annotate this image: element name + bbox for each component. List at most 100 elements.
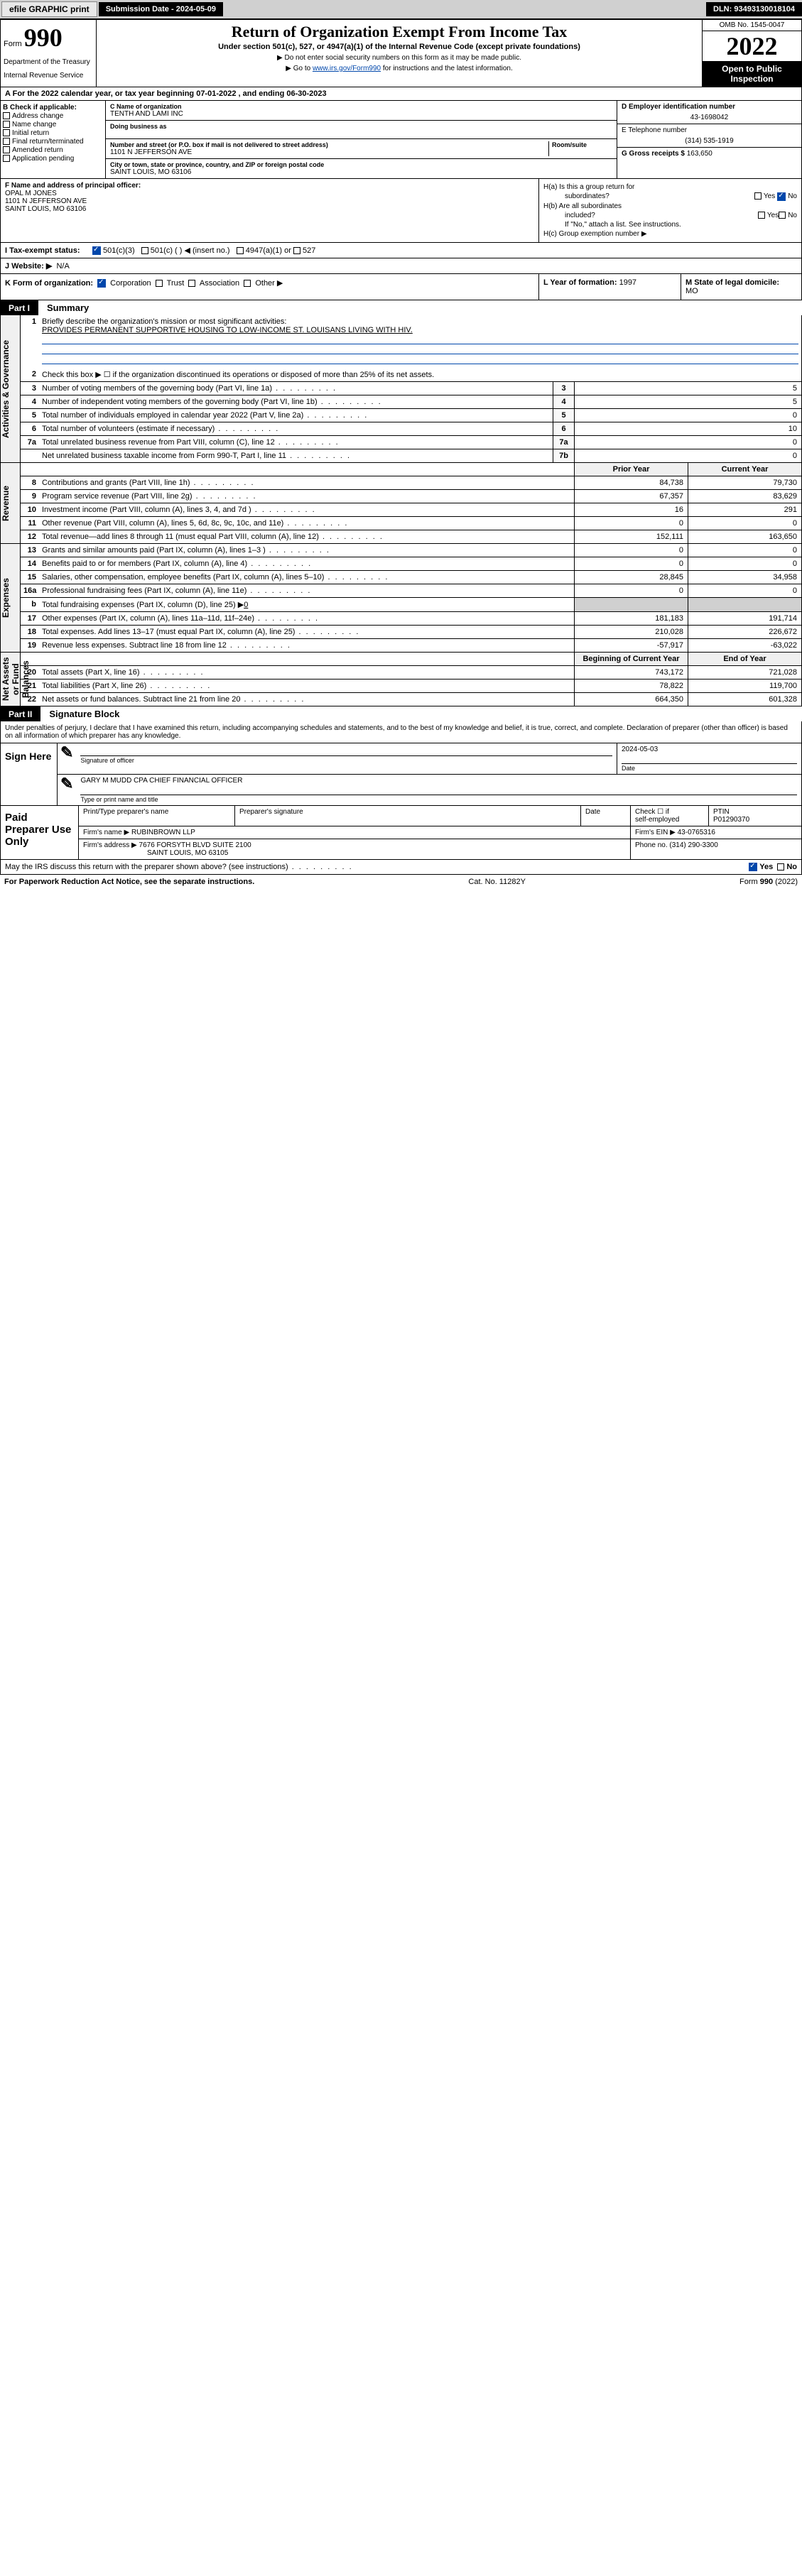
501c3-checked <box>92 246 101 255</box>
chk-address-change[interactable]: Address change <box>3 112 103 120</box>
officer-name: GARY M MUDD CPA CHIEF FINANCIAL OFFICER <box>80 777 797 785</box>
org-name-row: C Name of organization TENTH AND LAMI IN… <box>106 101 617 121</box>
pen-icon: ✎ <box>58 743 76 774</box>
phone-value: (314) 535-1919 <box>622 137 797 145</box>
phone-row: E Telephone number (314) 535-1919 <box>617 124 801 148</box>
form-word: Form <box>4 40 22 48</box>
tax-year: 2022 <box>703 31 801 61</box>
form-subtitle-1: Under section 501(c), 527, or 4947(a)(1)… <box>99 43 699 51</box>
gross-receipts-value: 163,650 <box>687 150 712 158</box>
summary-line-9: 9Program service revenue (Part VIII, lin… <box>21 490 801 503</box>
tab-net-assets: Net Assets or Fund Balances <box>1 653 31 706</box>
org-name: TENTH AND LAMI INC <box>110 110 612 118</box>
summary-line-17: 17Other expenses (Part IX, column (A), l… <box>21 612 801 626</box>
dept-treasury: Department of the Treasury <box>4 58 93 66</box>
summary-line-10: 10Investment income (Part VIII, column (… <box>21 503 801 517</box>
pen-icon: ✎ <box>58 775 76 805</box>
chk-initial-return[interactable]: Initial return <box>3 129 103 137</box>
paid-preparer-block: Paid Preparer Use Only Print/Type prepar… <box>0 806 802 860</box>
form-title-box: Return of Organization Exempt From Incom… <box>97 20 702 87</box>
firm-ein: 43-0765316 <box>678 829 715 836</box>
form-subtitle-2: ▶ Do not enter social security numbers o… <box>99 54 699 62</box>
chk-amended-return[interactable]: Amended return <box>3 146 103 154</box>
form-id-box: Form 990 Department of the Treasury Inte… <box>1 20 97 87</box>
col-d-e-g: D Employer identification number 43-1698… <box>617 101 801 178</box>
summary-line-12: 12Total revenue—add lines 8 through 11 (… <box>21 530 801 543</box>
summary-line-8: 8Contributions and grants (Part VIII, li… <box>21 476 801 490</box>
form-header: Form 990 Department of the Treasury Inte… <box>0 20 802 87</box>
group-return: H(a) Is this a group return for subordin… <box>538 179 801 242</box>
city-row: City or town, state or province, country… <box>106 159 617 178</box>
prior-current-header: Prior YearCurrent Year <box>21 463 801 476</box>
chk-application-pending[interactable]: Application pending <box>3 155 103 163</box>
may-yes-checked <box>749 863 757 871</box>
hb-no-checked <box>777 192 786 201</box>
summary-line-18: 18Total expenses. Add lines 13–17 (must … <box>21 626 801 639</box>
irs-link[interactable]: www.irs.gov/Form990 <box>313 65 381 72</box>
firm-address-row: Firm's address ▶ 7676 FORSYTH BLVD SUITE… <box>79 839 801 859</box>
chk-final-return[interactable]: Final return/terminated <box>3 138 103 146</box>
irs-label: Internal Revenue Service <box>4 72 93 80</box>
begin-end-header: Beginning of Current YearEnd of Year <box>21 653 801 666</box>
firm-name: RUBINBROWN LLP <box>131 829 195 836</box>
summary-line-19: 19Revenue less expenses. Subtract line 1… <box>21 639 801 652</box>
firm-name-row: Firm's name ▶ RUBINBROWN LLP Firm's EIN … <box>79 826 801 839</box>
form-number: 990 <box>24 23 63 52</box>
summary-line-21: 21Total liabilities (Part X, line 26) 78… <box>21 680 801 693</box>
summary-line-15: 15Salaries, other compensation, employee… <box>21 571 801 584</box>
form-990-footer: Form 990 (2022) <box>739 878 798 886</box>
corp-checked <box>97 279 106 288</box>
summary-line-7b: Net unrelated business taxable income fr… <box>21 449 801 462</box>
row-i-tax-exempt: I Tax-exempt status: 501(c)(3) 501(c) ( … <box>0 243 802 258</box>
preparer-header-row: Print/Type preparer's name Preparer's si… <box>79 806 801 826</box>
col-c-org-info: C Name of organization TENTH AND LAMI IN… <box>106 101 617 178</box>
summary-net-assets: Net Assets or Fund Balances Beginning of… <box>0 653 802 706</box>
efile-print-button[interactable]: efile GRAPHIC print <box>1 1 97 17</box>
submission-date: Submission Date - 2024-05-09 <box>99 2 223 16</box>
tab-revenue: Revenue <box>1 463 11 543</box>
state-domicile: M State of legal domicile:MO <box>681 274 801 300</box>
declaration-text: Under penalties of perjury, I declare th… <box>0 721 802 743</box>
may-discuss-row: May the IRS discuss this return with the… <box>0 860 802 875</box>
gross-receipts-row: G Gross receipts $ 163,650 <box>617 148 801 166</box>
year-formation: L Year of formation: 1997 <box>538 274 681 300</box>
summary-line-16a: 16aProfessional fundraising fees (Part I… <box>21 584 801 598</box>
open-to-public: Open to PublicInspection <box>703 61 801 87</box>
top-toolbar: efile GRAPHIC print Submission Date - 20… <box>0 0 802 20</box>
summary-line-7a: 7aTotal unrelated business revenue from … <box>21 436 801 449</box>
ptin-value: P01290370 <box>713 816 749 824</box>
chk-name-change[interactable]: Name change <box>3 121 103 129</box>
part-2-header: Part II Signature Block <box>0 706 802 721</box>
part-1-header: Part I Summary <box>0 300 802 315</box>
street-row: Number and street (or P.O. box if mail i… <box>106 139 617 159</box>
principal-officer: F Name and address of principal officer:… <box>1 179 538 242</box>
sign-date: 2024-05-03 <box>622 746 797 753</box>
dln-number: DLN: 93493130018104 <box>706 2 802 16</box>
form-of-org: K Form of organization: Corporation Trus… <box>1 274 538 300</box>
mission-text: PROVIDES PERMANENT SUPPORTIVE HOUSING TO… <box>42 326 798 334</box>
summary-expenses: Expenses 13Grants and similar amounts pa… <box>0 544 802 653</box>
block-b-through-g: B Check if applicable: Address change Na… <box>0 101 802 179</box>
sign-here-block: Sign Here ✎ Signature of officer 2024-05… <box>0 743 802 806</box>
ein-row: D Employer identification number 43-1698… <box>617 101 801 124</box>
tab-governance: Activities & Governance <box>1 315 11 462</box>
block-f-h: F Name and address of principal officer:… <box>0 179 802 243</box>
summary-line-3: 3Number of voting members of the governi… <box>21 382 801 395</box>
summary-line-4: 4Number of independent voting members of… <box>21 395 801 409</box>
summary-line-14: 14Benefits paid to or for members (Part … <box>21 557 801 571</box>
row-j-website: J Website: ▶ N/A <box>0 258 802 274</box>
summary-governance: Activities & Governance 1 Briefly descri… <box>0 315 802 463</box>
page-footer: For Paperwork Reduction Act Notice, see … <box>0 875 802 889</box>
summary-line-13: 13Grants and similar amounts paid (Part … <box>21 544 801 557</box>
summary-line-b: bTotal fundraising expenses (Part IX, co… <box>21 598 801 612</box>
summary-line-20: 20Total assets (Part X, line 16) 743,172… <box>21 666 801 680</box>
omb-number: OMB No. 1545-0047 <box>703 20 801 31</box>
website-value: N/A <box>56 262 69 271</box>
sign-here-label: Sign Here <box>1 743 58 805</box>
summary-line-22: 22Net assets or fund balances. Subtract … <box>21 693 801 706</box>
firm-phone: (314) 290-3300 <box>669 841 717 849</box>
form-year-box: OMB No. 1545-0047 2022 Open to PublicIns… <box>702 20 801 87</box>
dba-row: Doing business as <box>106 121 617 139</box>
summary-revenue: Revenue Prior YearCurrent Year 8Contribu… <box>0 463 802 544</box>
summary-line-6: 6Total number of volunteers (estimate if… <box>21 422 801 436</box>
